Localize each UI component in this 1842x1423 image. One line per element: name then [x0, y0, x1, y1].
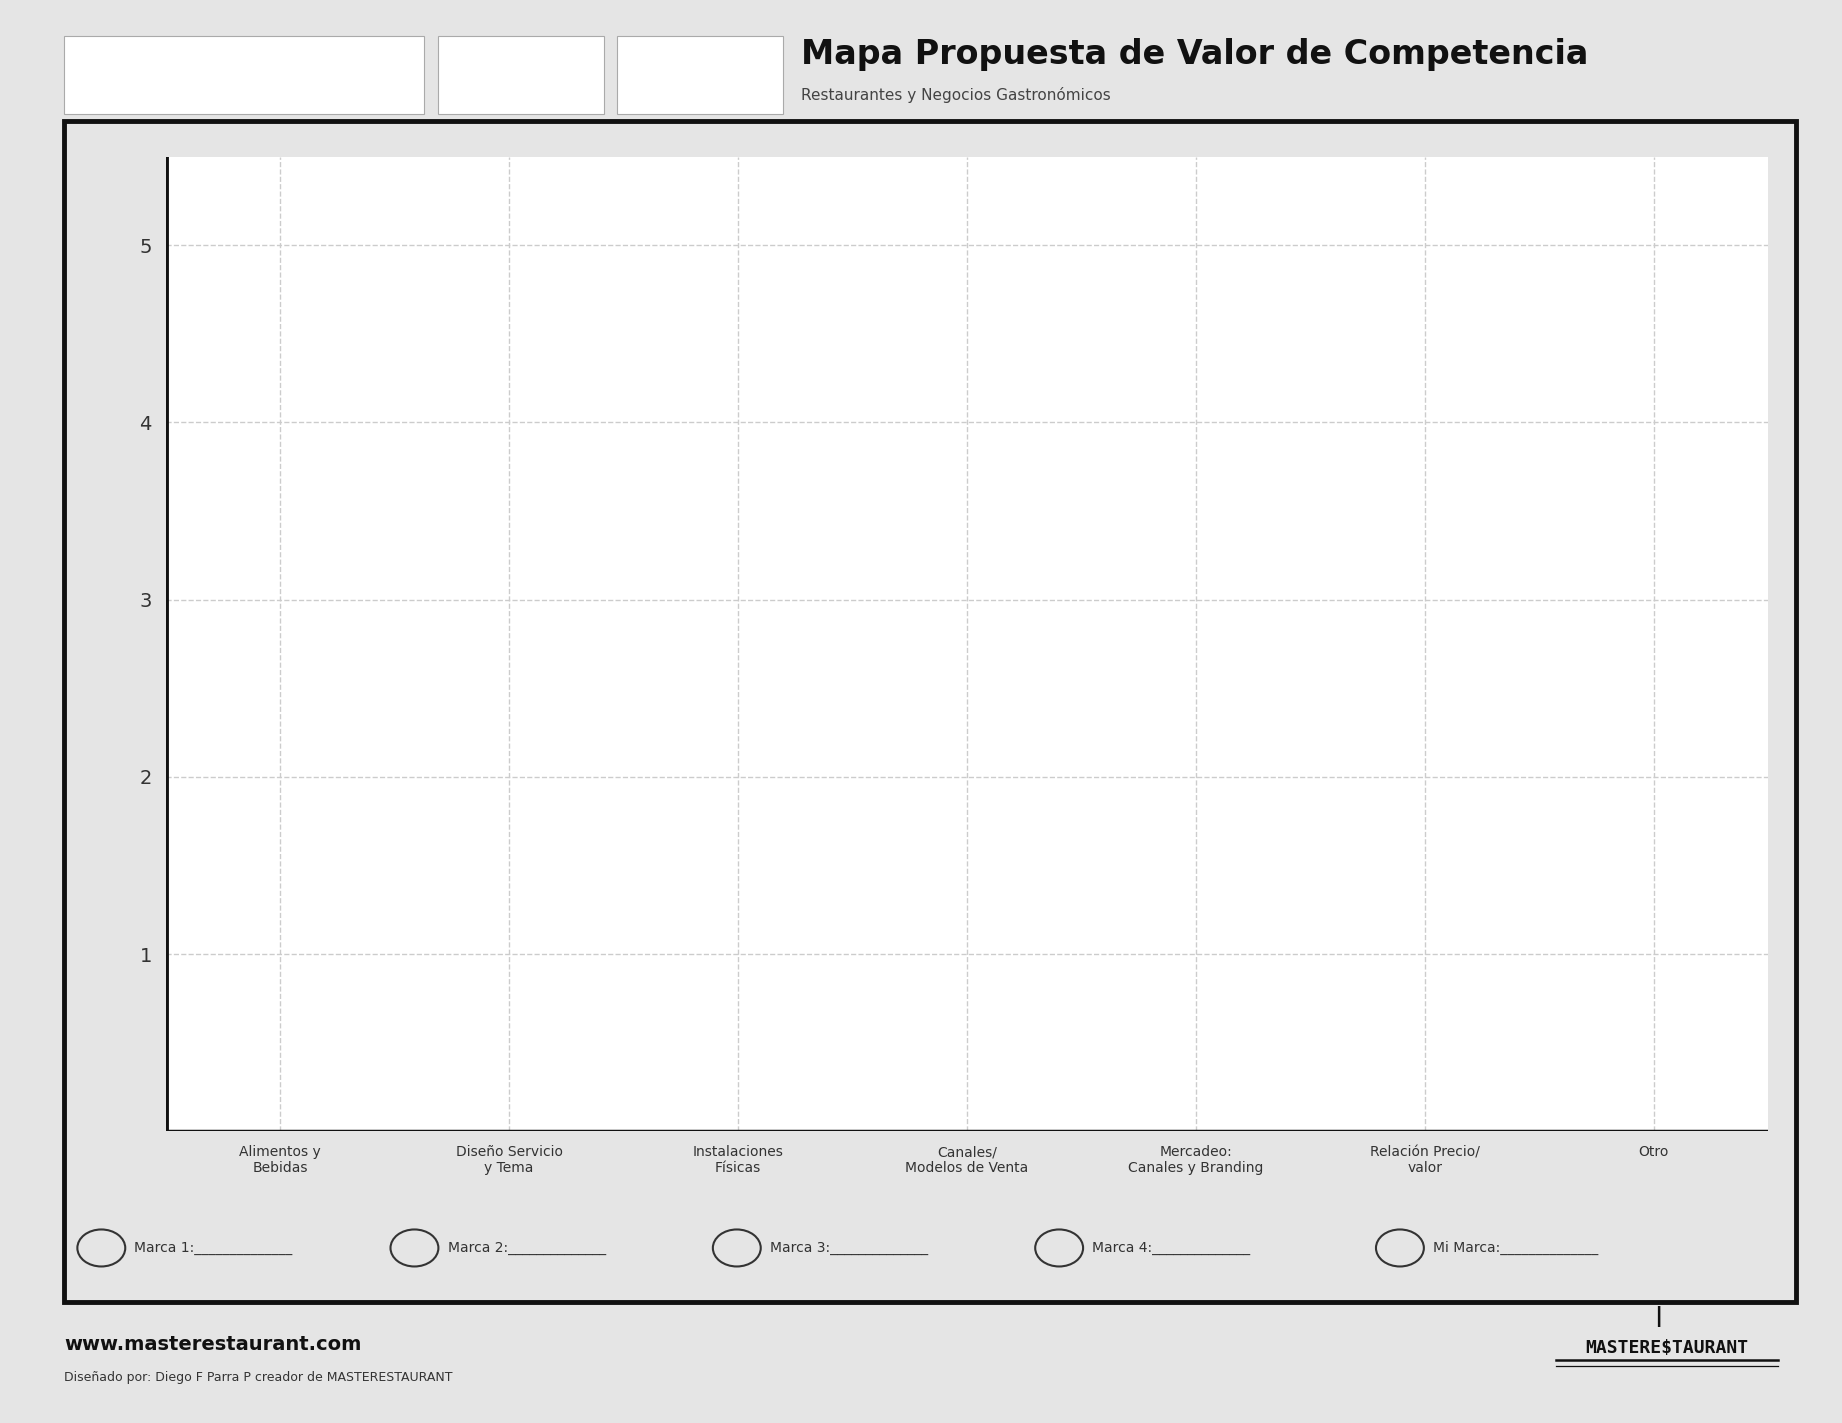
- Text: Marca 3:______________: Marca 3:______________: [770, 1241, 928, 1255]
- Text: Mapa Propuesta de Valor de Competencia: Mapa Propuesta de Valor de Competencia: [801, 38, 1588, 71]
- Text: Mi Marca:______________: Mi Marca:______________: [1433, 1241, 1599, 1255]
- Text: Razón/momento de consumo:: Razón/momento de consumo:: [77, 44, 243, 54]
- Text: Fecha:: Fecha:: [451, 44, 488, 54]
- Text: |: |: [1654, 1306, 1661, 1326]
- Text: Marca 1:______________: Marca 1:______________: [134, 1241, 293, 1255]
- Text: Vesión:: Vesión:: [630, 44, 670, 54]
- Text: Diseñado por: Diego F Parra P creador de MASTERESTAURANT: Diseñado por: Diego F Parra P creador de…: [64, 1370, 453, 1385]
- Text: Marca 4:______________: Marca 4:______________: [1092, 1241, 1251, 1255]
- Text: MASTERE$TAURANT: MASTERE$TAURANT: [1586, 1339, 1748, 1356]
- Text: Marca 2:______________: Marca 2:______________: [448, 1241, 606, 1255]
- Text: www.masterestaurant.com: www.masterestaurant.com: [64, 1335, 361, 1355]
- Text: Restaurantes y Negocios Gastronómicos: Restaurantes y Negocios Gastronómicos: [801, 87, 1111, 102]
